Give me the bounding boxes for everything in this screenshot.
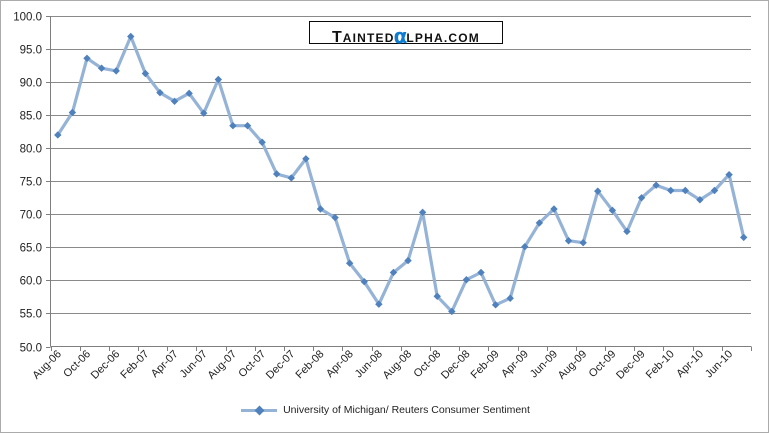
data-point-marker (506, 294, 514, 302)
data-point-marker (258, 138, 266, 146)
data-point-marker (316, 205, 325, 213)
data-point-marker (448, 307, 456, 316)
data-point-marker (681, 186, 690, 195)
series-line (56, 34, 746, 314)
data-point-marker (696, 196, 704, 204)
data-point-marker (112, 67, 120, 75)
data-point-marker (200, 109, 208, 117)
data-point-marker (491, 301, 500, 309)
legend-series-label: University of Michigan/ Reuters Consumer… (283, 404, 530, 416)
data-point-marker (404, 256, 412, 265)
data-point-marker (170, 97, 179, 105)
data-point-marker (273, 170, 281, 178)
y-tick-label: 80.0 (20, 144, 42, 156)
data-point-marker (214, 75, 223, 84)
data-point-marker (360, 278, 368, 286)
data-point-marker (418, 208, 427, 217)
data-point-marker (345, 259, 354, 267)
x-tick-label: Dec-09 (614, 348, 648, 382)
data-point-marker (521, 242, 529, 251)
x-tick-label: Jun-09 (528, 348, 560, 380)
data-point-marker (725, 170, 733, 179)
x-tick-label: Dec-06 (89, 348, 123, 382)
data-point-marker (156, 88, 164, 97)
x-tick-label: Apr-10 (674, 348, 706, 380)
y-tick-label: 85.0 (20, 111, 42, 123)
data-point-marker (594, 187, 602, 195)
y-tick-label: 60.0 (20, 276, 42, 288)
data-point-marker (652, 181, 660, 189)
data-point-marker (535, 219, 544, 227)
x-tick-label: Dec-08 (439, 348, 473, 382)
data-point-marker (83, 54, 91, 63)
data-point-marker (287, 174, 295, 182)
data-point-marker (477, 268, 485, 277)
x-tick-label: Oct-06 (61, 348, 93, 380)
data-point-marker (127, 32, 135, 41)
data-point-marker (667, 186, 675, 195)
y-tick-label: 95.0 (20, 45, 42, 57)
data-point-marker (141, 69, 150, 78)
x-tick-label: Apr-08 (324, 348, 356, 380)
data-point-marker (54, 131, 62, 139)
x-tick-label: Jun-10 (703, 348, 735, 380)
y-tick-label: 90.0 (20, 78, 42, 90)
data-point-marker (375, 300, 383, 308)
logo-alpha-icon: α (393, 24, 408, 48)
y-tick-label: 50.0 (20, 343, 42, 355)
logo-text-initial: T (331, 29, 343, 46)
data-point-marker (579, 239, 587, 247)
y-tick-label: 75.0 (20, 177, 42, 189)
data-point-marker (623, 227, 631, 236)
data-point-marker (97, 64, 106, 72)
x-tick-label: Feb-09 (469, 348, 502, 381)
data-point-marker (462, 276, 471, 284)
data-point-marker (564, 237, 573, 245)
data-point-marker (637, 194, 646, 202)
legend-line-sample (241, 405, 278, 415)
data-point-marker (302, 155, 310, 163)
data-point-marker (433, 292, 441, 300)
y-tick-label: 55.0 (20, 309, 42, 321)
x-tick-label: Feb-07 (118, 348, 151, 381)
data-point-marker (68, 108, 77, 117)
x-tick-label: Dec-07 (264, 348, 298, 382)
y-tick-label: 65.0 (20, 243, 42, 255)
x-tick-label: Apr-07 (149, 348, 181, 380)
data-point-marker (740, 233, 748, 242)
data-point-marker (389, 268, 398, 277)
legend-diamond-marker-icon (254, 405, 265, 415)
x-tick-label: Aug-07 (205, 348, 239, 382)
x-tick-label: Jun-07 (178, 348, 210, 380)
x-tick-label: Aug-08 (381, 348, 415, 382)
data-point-marker (243, 122, 252, 130)
logo-text-domain: LPHA.COM (406, 31, 480, 45)
x-tick-label: Apr-09 (499, 348, 531, 380)
x-tick-label: Oct-08 (412, 348, 444, 380)
x-tick-label: Feb-08 (293, 348, 326, 381)
y-tick-label: 70.0 (20, 210, 42, 222)
data-point-marker (185, 89, 193, 98)
x-tick-label: Oct-07 (236, 348, 268, 380)
y-tick-label: 100.0 (13, 12, 42, 24)
data-point-marker (229, 122, 237, 130)
legend: University of Michigan/ Reuters Consumer… (1, 404, 768, 416)
x-tick-label: Feb-10 (644, 348, 677, 381)
data-point-marker (608, 206, 617, 215)
logo-text-tainted: AINTED (342, 31, 395, 45)
logo-box: T AINTED α LPHA.COM (309, 21, 503, 48)
x-tick-label: Oct-09 (587, 348, 619, 380)
x-tick-label: Jun-08 (353, 348, 385, 380)
data-point-marker (710, 186, 719, 195)
x-tick-label: Aug-09 (556, 348, 590, 382)
data-point-marker (331, 213, 339, 222)
data-point-marker (550, 205, 558, 213)
